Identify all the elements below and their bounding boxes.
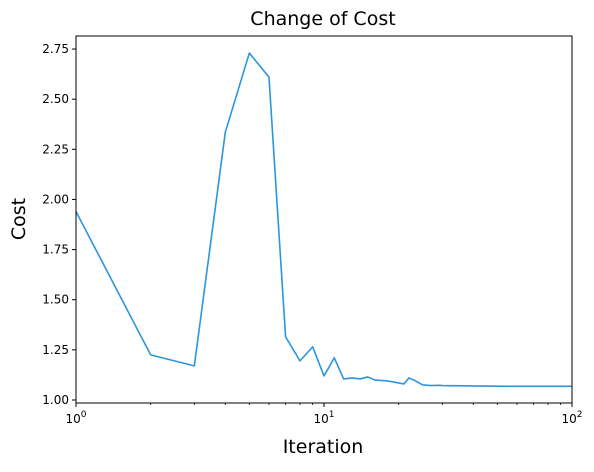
y-tick-label: 2.75 bbox=[42, 42, 69, 56]
series-line-0 bbox=[75, 52, 572, 388]
y-tick-label: 2.00 bbox=[42, 192, 69, 206]
plot-area bbox=[75, 52, 572, 388]
y-tick-label: 1.50 bbox=[42, 293, 69, 307]
y-tick-label: 2.50 bbox=[42, 92, 69, 106]
y-tick-label: 1.25 bbox=[42, 343, 69, 357]
x-tick-exponent: 0 bbox=[81, 410, 87, 420]
x-tick-label: 100 bbox=[65, 410, 86, 426]
x-tick-label: 102 bbox=[561, 410, 582, 426]
y-axis-label: Cost bbox=[8, 198, 30, 240]
x-tick-base: 10 bbox=[313, 412, 328, 426]
x-tick-exponent: 2 bbox=[577, 410, 583, 420]
x-tick-exponent: 1 bbox=[329, 410, 335, 420]
chart-title: Change of Cost bbox=[250, 8, 395, 30]
x-tick-label: 101 bbox=[313, 410, 334, 426]
y-tick-label: 1.75 bbox=[42, 243, 69, 257]
x-axis-label: Iteration bbox=[283, 436, 364, 458]
y-tick-label: 1.00 bbox=[42, 393, 69, 407]
y-tick-label: 2.25 bbox=[42, 142, 69, 156]
x-tick-base: 10 bbox=[65, 412, 80, 426]
plot-frame bbox=[75, 35, 573, 404]
x-tick-base: 10 bbox=[561, 412, 576, 426]
